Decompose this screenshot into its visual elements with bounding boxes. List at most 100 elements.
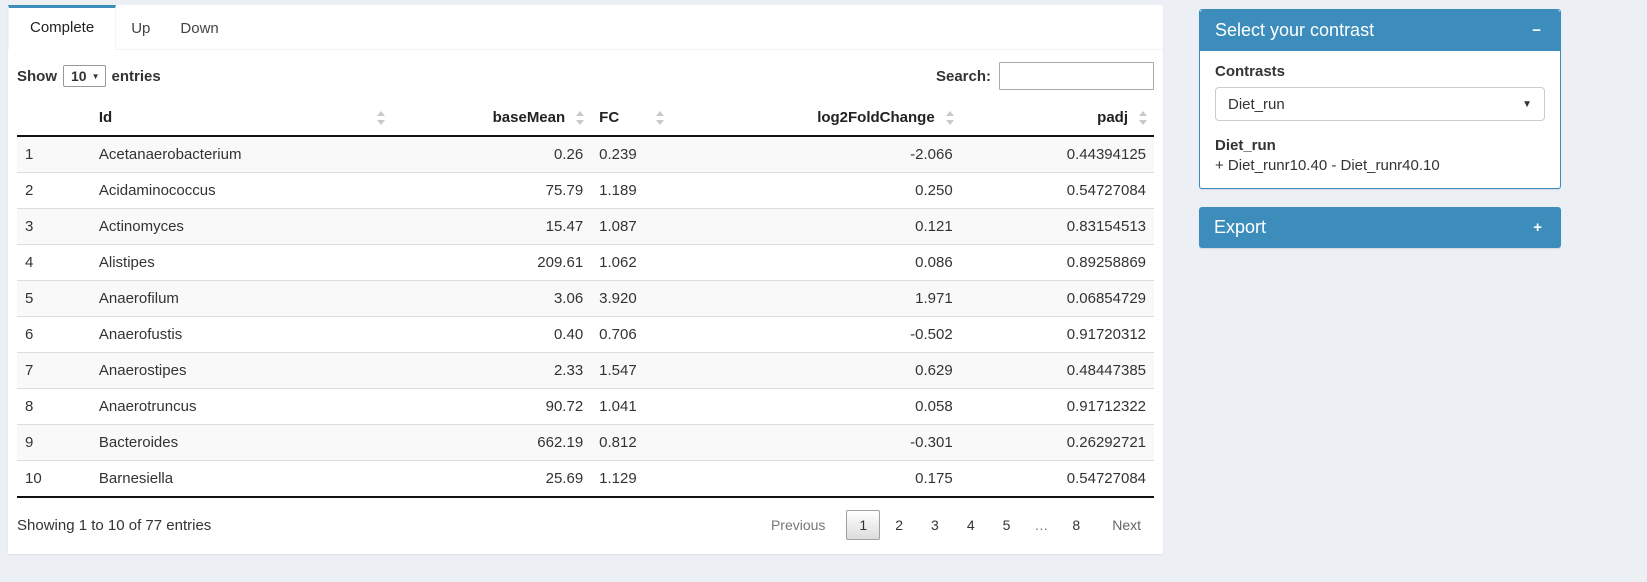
table-row[interactable]: 1 Acetanaerobacterium 0.26 0.239 -2.066 … <box>17 136 1154 173</box>
sort-icon[interactable] <box>655 110 665 125</box>
cell-fc: 1.087 <box>591 208 671 245</box>
cell-rownum: 5 <box>17 280 91 317</box>
cell-basemean: 90.72 <box>392 388 592 425</box>
column-header-id-label: Id <box>98 109 113 126</box>
tab-up-label: Up <box>131 20 151 37</box>
column-header-log2foldchange-label: log2FoldChange <box>817 109 935 126</box>
expand-button[interactable]: + <box>1529 218 1546 237</box>
cell-fc: 3.920 <box>591 280 671 317</box>
cell-id: Barnesiella <box>90 460 393 497</box>
cell-padj: 0.06854729 <box>960 280 1154 317</box>
pagination-page-1[interactable]: 1 <box>846 510 881 540</box>
tab-complete-label: Complete <box>30 19 95 36</box>
column-header-basemean-label: baseMean <box>492 109 566 126</box>
pagination-page-4[interactable]: 4 <box>966 517 975 533</box>
table-row[interactable]: 7 Anaerostipes 2.33 1.547 0.629 0.484473… <box>17 352 1154 389</box>
table-row[interactable]: 3 Actinomyces 15.47 1.087 0.121 0.831545… <box>17 208 1154 245</box>
sort-icon[interactable] <box>1139 110 1148 125</box>
table-info: Showing 1 to 10 of 77 entries <box>17 516 212 534</box>
tab-complete[interactable]: Complete <box>8 5 117 50</box>
cell-id: Anaerotruncus <box>90 388 393 425</box>
column-header-log2foldchange[interactable]: log2FoldChange <box>670 100 961 137</box>
table-row[interactable]: 2 Acidaminococcus 75.79 1.189 0.250 0.54… <box>17 172 1154 209</box>
column-header-basemean[interactable]: baseMean <box>392 100 592 137</box>
cell-rownum: 8 <box>17 388 91 425</box>
pagination-next[interactable]: Next <box>1112 517 1141 533</box>
table-row[interactable]: 4 Alistipes 209.61 1.062 0.086 0.8925886… <box>17 244 1154 281</box>
table-row[interactable]: 6 Anaerofustis 0.40 0.706 -0.502 0.91720… <box>17 316 1154 353</box>
cell-padj: 0.44394125 <box>1066 146 1146 163</box>
cell-rownum: 3 <box>17 208 91 245</box>
export-box: Export + <box>1199 207 1561 248</box>
pagination-page-3[interactable]: 3 <box>931 517 939 533</box>
entries-label: entries <box>111 67 161 85</box>
tab-down-label: Down <box>180 20 219 37</box>
cell-basemean: 25.69 <box>392 460 592 497</box>
sort-icon[interactable] <box>945 110 955 125</box>
pagination-page-5[interactable]: 5 <box>1002 517 1011 533</box>
search-label: Search: <box>935 67 991 85</box>
cell-rownum: 4 <box>17 244 91 281</box>
results-panel: Complete Up Down Show 10 ▼ entries S <box>8 5 1163 554</box>
page-length-control: Show 10 ▼ entries <box>17 65 161 87</box>
contrasts-select-value: Diet_run <box>1228 95 1285 113</box>
table-row[interactable]: 8 Anaerotruncus 90.72 1.041 0.058 0.9171… <box>17 388 1154 425</box>
collapse-button[interactable]: − <box>1528 21 1545 40</box>
table-row[interactable]: 9 Bacteroides 662.19 0.812 -0.301 0.2629… <box>17 424 1154 461</box>
export-box-header: Export + <box>1199 207 1561 248</box>
column-header-padj[interactable]: padj <box>960 100 1154 137</box>
cell-fc: 1.041 <box>591 388 671 425</box>
sort-icon[interactable] <box>377 110 386 125</box>
tab-content: Show 10 ▼ entries Search: <box>8 50 1163 554</box>
cell-log2foldchange: -2.066 <box>910 146 953 163</box>
cell-rownum: 7 <box>17 352 91 389</box>
tab-up[interactable]: Up <box>116 5 165 49</box>
cell-log2foldchange: 0.250 <box>670 172 961 209</box>
pagination-page-2[interactable]: 2 <box>895 517 904 533</box>
cell-basemean: 75.79 <box>392 172 592 209</box>
cell-log2foldchange: 0.175 <box>670 460 961 497</box>
page-length-value: 10 <box>71 68 87 84</box>
results-table: Id baseMean FC <box>17 100 1154 498</box>
results-tabbox: Complete Up Down Show 10 ▼ entries S <box>8 5 1163 554</box>
cell-padj: 0.91712322 <box>960 388 1154 425</box>
cell-id: Acetanaerobacterium <box>98 146 242 163</box>
show-label: Show <box>17 67 57 85</box>
cell-basemean: 2.33 <box>392 352 592 389</box>
cell-rownum: 10 <box>17 460 91 497</box>
column-header-fc[interactable]: FC <box>591 100 671 137</box>
pagination: Previous 1 2 3 4 5 … 8 Next <box>758 510 1154 540</box>
cell-id: Anaerofilum <box>90 280 393 317</box>
cell-padj: 0.89258869 <box>960 244 1154 281</box>
contrast-box-body: Contrasts Diet_run ▼ Diet_run + Diet_run… <box>1200 51 1560 188</box>
pagination-previous[interactable]: Previous <box>770 517 826 533</box>
column-header-padj-label: padj <box>1097 109 1128 126</box>
cell-rownum: 6 <box>17 316 91 353</box>
caret-down-icon: ▼ <box>91 71 100 81</box>
cell-basemean: 3.06 <box>392 280 592 317</box>
search-input[interactable] <box>999 62 1154 90</box>
contrast-box-title: Select your contrast <box>1215 20 1375 40</box>
sort-icon[interactable] <box>576 110 585 125</box>
page-length-select[interactable]: 10 ▼ <box>63 65 106 87</box>
cell-log2foldchange: 1.971 <box>670 280 961 317</box>
table-row[interactable]: 5 Anaerofilum 3.06 3.920 1.971 0.0685472… <box>17 280 1154 317</box>
cell-fc: 0.812 <box>591 424 671 461</box>
column-header-id[interactable]: Id <box>90 100 393 137</box>
contrast-box-header: Select your contrast − <box>1200 10 1560 51</box>
plus-icon: + <box>1533 219 1542 236</box>
column-header-rownum <box>17 100 91 137</box>
table-row[interactable]: 10 Barnesiella 25.69 1.129 0.175 0.54727… <box>17 460 1154 497</box>
cell-basemean: 15.47 <box>392 208 592 245</box>
cell-padj: 0.48447385 <box>960 352 1154 389</box>
search-control: Search: <box>936 62 1154 90</box>
cell-basemean: 209.61 <box>392 244 592 281</box>
tab-down[interactable]: Down <box>165 5 233 49</box>
page: Complete Up Down Show 10 ▼ entries S <box>8 5 1561 554</box>
pagination-page-8[interactable]: 8 <box>1072 517 1081 533</box>
cell-rownum: 9 <box>17 424 91 461</box>
cell-fc: 1.129 <box>591 460 671 497</box>
contrasts-select[interactable]: Diet_run ▼ <box>1215 87 1545 121</box>
pagination-ellipsis: … <box>1034 517 1049 533</box>
cell-padj: 0.26292721 <box>960 424 1154 461</box>
